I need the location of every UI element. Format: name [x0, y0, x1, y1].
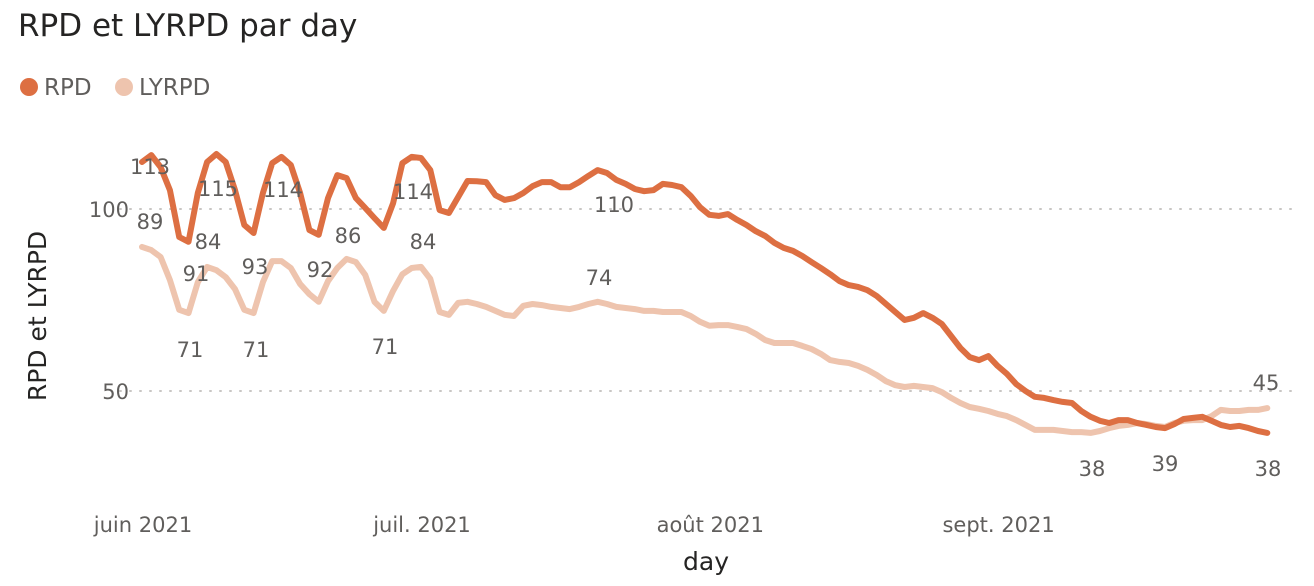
x-tick-label: juil. 2021 [372, 513, 471, 537]
legend[interactable]: RPD LYRPD [20, 75, 210, 101]
x-tick-label: août 2021 [657, 513, 764, 537]
data-label-lyrpd: 71 [177, 338, 204, 362]
series-lines [139, 151, 1271, 436]
legend-marker-rpd [20, 78, 38, 96]
data-label-lyrpd: 71 [372, 335, 399, 359]
data-label-lyrpd: 71 [243, 338, 270, 362]
data-label-rpd: 38 [1255, 457, 1282, 481]
y-axis-ticks: 100 50 [89, 198, 129, 404]
data-label-lyrpd: 84 [195, 230, 222, 254]
data-label-rpd: 113 [130, 155, 170, 179]
data-label-rpd: 93 [242, 255, 269, 279]
data-label-rpd: 115 [198, 177, 238, 201]
legend-label-lyrpd: LYRPD [139, 75, 210, 101]
data-label-lyrpd: 86 [335, 224, 362, 248]
legend-marker-lyrpd [115, 78, 133, 96]
gridlines [119, 208, 1293, 392]
data-label-lyrpd: 38 [1079, 457, 1106, 481]
data-label-lyrpd: 84 [410, 230, 437, 254]
legend-label-rpd: RPD [44, 75, 92, 101]
y-tick-label: 100 [89, 198, 129, 222]
data-label-rpd: 39 [1152, 452, 1179, 476]
x-tick-label: sept. 2021 [942, 513, 1054, 537]
chart-title: RPD et LYRPD par day [18, 8, 357, 44]
series-line-lyrpd[interactable] [139, 243, 1271, 436]
data-label-rpd: 91 [183, 262, 210, 286]
data-label-rpd: 110 [594, 193, 634, 217]
x-tick-label: juin 2021 [93, 513, 192, 537]
y-axis-title: RPD et LYRPD [23, 231, 52, 401]
data-label-lyrpd: 89 [137, 210, 164, 234]
data-label-lyrpd: 74 [586, 266, 613, 290]
data-label-rpd: 114 [263, 178, 303, 202]
y-tick-label: 50 [102, 380, 129, 404]
series-line-rpd[interactable] [139, 151, 1271, 436]
data-label-lyrpd: 45 [1253, 371, 1280, 395]
data-label-rpd: 114 [393, 180, 433, 204]
x-axis-title: day [683, 547, 729, 576]
x-axis-ticks: juin 2021 juil. 2021 août 2021 sept. 2021 [93, 513, 1055, 537]
data-label-rpd: 92 [307, 258, 334, 282]
